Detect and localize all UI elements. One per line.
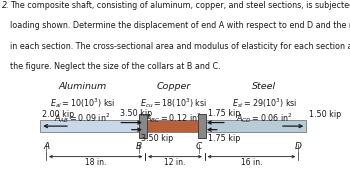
Text: 1.50 kip: 1.50 kip — [309, 110, 341, 119]
Text: A: A — [43, 142, 49, 151]
Text: 1.75 kip: 1.75 kip — [208, 134, 240, 143]
Text: in each section. The cross-sectional area and modulus of elasticity for each sec: in each section. The cross-sectional are… — [10, 42, 350, 51]
Text: $A_{AB} = 0.09$ in$^2$: $A_{AB} = 0.09$ in$^2$ — [54, 111, 111, 125]
Text: Copper: Copper — [156, 82, 190, 91]
Text: Steel: Steel — [252, 82, 276, 91]
Bar — [145, 120, 205, 132]
Text: $E_{st} = 29(10^3)$ ksi: $E_{st} = 29(10^3)$ ksi — [231, 96, 297, 110]
Text: loading shown. Determine the displacement of end A with respect to end D and the: loading shown. Determine the displacemen… — [10, 21, 350, 30]
Text: B: B — [136, 142, 142, 151]
Text: Aluminum: Aluminum — [58, 82, 106, 91]
Text: The composite shaft, consisting of aluminum, copper, and steel sections, is subj: The composite shaft, consisting of alumi… — [10, 1, 350, 10]
Text: 3.50 kip: 3.50 kip — [141, 134, 173, 143]
Text: $E_{al} = 10(10^3)$ ksi: $E_{al} = 10(10^3)$ ksi — [49, 96, 115, 110]
Text: the figure. Neglect the size of the collars at B and C.: the figure. Neglect the size of the coll… — [10, 62, 221, 71]
Text: 2.: 2. — [2, 1, 9, 10]
Text: 12 in.: 12 in. — [164, 158, 186, 167]
Bar — [198, 114, 206, 138]
Text: 1.75 kip: 1.75 kip — [208, 109, 240, 118]
Bar — [205, 120, 306, 132]
Text: 18 in.: 18 in. — [85, 158, 106, 167]
Text: 2.00 kip: 2.00 kip — [42, 110, 74, 119]
Text: $E_{cu} = 18(10^3)$ ksi: $E_{cu} = 18(10^3)$ ksi — [140, 96, 207, 110]
Bar — [139, 114, 147, 138]
Text: $A_{CD} = 0.06$ in$^2$: $A_{CD} = 0.06$ in$^2$ — [236, 111, 293, 125]
Text: C: C — [196, 142, 202, 151]
Bar — [40, 120, 145, 132]
Text: 16 in.: 16 in. — [241, 158, 262, 167]
Text: 3.50 kip: 3.50 kip — [120, 109, 152, 118]
Text: $A_{BC} = 0.12$ in$^2$: $A_{BC} = 0.12$ in$^2$ — [145, 111, 202, 125]
Text: D: D — [295, 142, 302, 151]
